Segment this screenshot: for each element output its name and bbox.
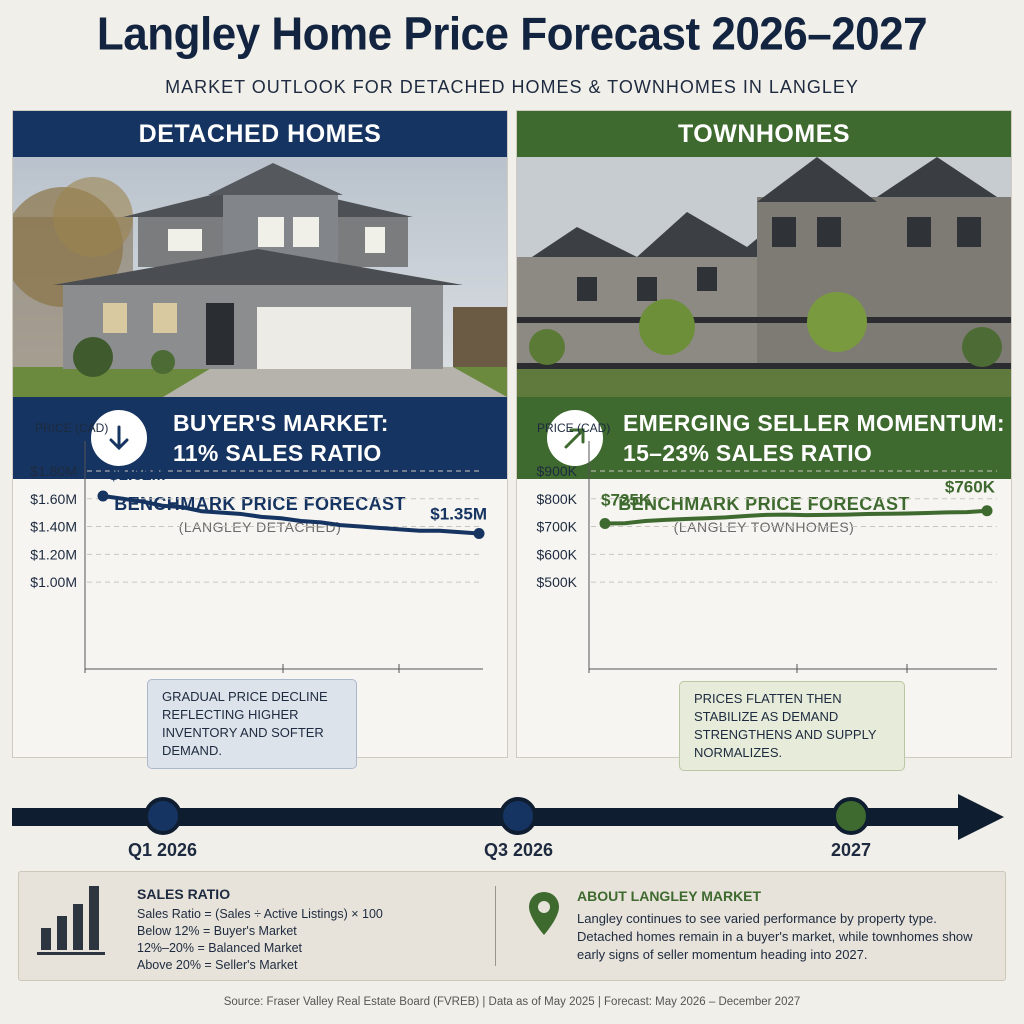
timeline-label-q3-2026: Q3 2026: [484, 840, 554, 860]
location-pin-icon: [529, 892, 559, 935]
townhomes-end-label: $760K: [945, 478, 996, 497]
townhomes-chart-note: PRICES FLATTEN THEN STABILIZE AS DEMAND …: [679, 681, 905, 771]
timeline-arrowhead: [958, 794, 1004, 840]
about-title: ABOUT LANGLEY MARKET: [577, 888, 762, 904]
townhomes-market-banner: EMERGING SELLER MOMENTUM: 15–23% SALES R…: [517, 397, 1011, 479]
sales-ratio-buyer: Below 12% = Buyer's Market: [137, 924, 297, 938]
townhomes-y-tick-label-1: $600K: [537, 546, 578, 562]
detached-market-banner: BUYER'S MARKET: 11% SALES RATIO: [13, 397, 507, 479]
townhomes-y-tick-label-0: $500K: [537, 574, 578, 590]
townhomes-start-label: $725K: [601, 491, 652, 510]
detached-panel: DETACHED HOMES: [12, 110, 508, 769]
bar-chart-icon: [37, 886, 105, 955]
timeline-marker-2027: [832, 797, 870, 835]
page-subtitle: MARKET OUTLOOK FOR DETACHED HOMES & TOWN…: [165, 77, 859, 97]
detached-y-tick-label-1: $1.20M: [30, 546, 77, 562]
detached-end-point: [473, 528, 485, 539]
source-footer: Source: Fraser Valley Real Estate Board …: [223, 996, 801, 1008]
info-box: SALES RATIO Sales Ratio = (Sales ÷ Activ…: [18, 871, 1006, 981]
townhomes-banner-line2: 15–23% SALES RATIO: [623, 440, 873, 466]
detached-y-tick-label-3: $1.60M: [30, 491, 77, 507]
townhomes-heading: TOWNHOMES: [517, 111, 1011, 157]
timeline-label-q1-2026: Q1 2026: [128, 840, 198, 860]
timeline-label-2027: 2027: [831, 840, 872, 860]
timeline-bar: [12, 808, 962, 826]
detached-chart-note: GRADUAL PRICE DECLINE REFLECTING HIGHER …: [147, 679, 357, 769]
townhomes-y-tick-label-3: $800K: [537, 491, 578, 507]
detached-end-label: $1.35M: [430, 505, 487, 524]
arrow-up-right-icon: [547, 410, 603, 466]
townhomes-y-tick-label-4: $900K: [537, 463, 578, 479]
detached-banner-line2: 11% SALES RATIO: [173, 440, 382, 466]
sales-ratio-title: SALES RATIO: [137, 886, 231, 902]
arrow-down-icon: [91, 410, 147, 466]
sales-ratio-seller: Above 20% = Seller's Market: [137, 958, 298, 972]
sales-ratio-balanced: 12%–20% = Balanced Market: [137, 941, 303, 955]
townhomes-price-chart: PRICE (CAD) $500K $600K $700K $800K $900K $725…: [537, 421, 997, 673]
detached-heading: DETACHED HOMES: [13, 111, 507, 157]
townhomes-y-axis-label: PRICE (CAD): [537, 421, 610, 435]
townhomes-panel: TOWNHOMES: [516, 110, 1012, 771]
detached-price-chart: PRICE (CAD) $1.00M $1.20M $1.40M $1.60M $1.80…: [30, 421, 487, 673]
detached-start-label: $1.62M: [109, 465, 166, 484]
about-text: Langley continues to see varied performa…: [577, 911, 973, 962]
timeline-marker-q3-2026: [499, 797, 537, 835]
detached-y-tick-label-2: $1.40M: [30, 519, 77, 535]
townhomes-price-line: [604, 508, 988, 526]
forecast-timeline: [12, 794, 1004, 840]
townhomes-end-point: [981, 505, 993, 517]
timeline-marker-q1-2026: [144, 797, 182, 835]
page-title: Langley Home Price Forecast 2026–2027: [96, 8, 928, 61]
info-divider: [495, 886, 496, 966]
townhomes-y-tick-label-2: $700K: [537, 519, 578, 535]
sales-ratio-formula: Sales Ratio = (Sales ÷ Active Listings) …: [137, 907, 383, 921]
detached-start-point: [97, 490, 109, 502]
detached-house-photo: [13, 157, 507, 397]
townhomes-start-point: [599, 518, 611, 529]
detached-price-line: [102, 494, 480, 536]
detached-y-tick-label-0: $1.00M: [30, 574, 77, 590]
townhomes-photo: [517, 157, 1011, 397]
detached-y-axis-label: PRICE (CAD): [35, 421, 108, 435]
townhomes-banner-line1: EMERGING SELLER MOMENTUM:: [623, 410, 1005, 436]
detached-banner-line1: BUYER'S MARKET:: [173, 410, 389, 436]
detached-y-tick-label-4: $1.80M: [30, 463, 77, 479]
